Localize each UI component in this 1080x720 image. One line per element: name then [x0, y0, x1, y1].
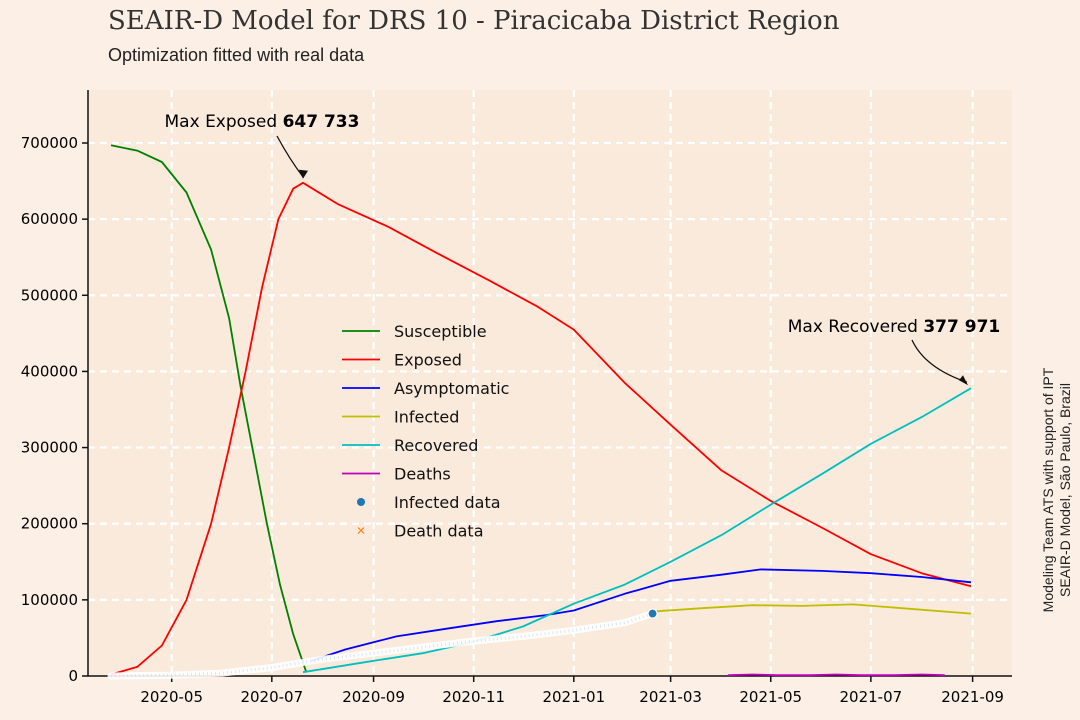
x-tick-label: 2021-07 — [840, 688, 903, 706]
x-tick-label: 2021-03 — [639, 688, 702, 706]
infected-data-point — [647, 608, 658, 619]
chart-title: SEAIR-D Model for DRS 10 - Piracicaba Di… — [108, 6, 840, 36]
annotation-max-exposed-arrowhead — [298, 169, 308, 179]
chart-marks — [107, 144, 972, 680]
y-tick-label: 0 — [68, 667, 78, 685]
grid — [88, 90, 1012, 676]
y-tick-label: 700000 — [21, 134, 78, 152]
legend-label-infected: Infected — [394, 408, 459, 427]
x-tick-label: 2020-11 — [442, 688, 505, 706]
credit-line-1: Modeling Team ATS with support of IPT — [1040, 367, 1056, 613]
chart-subtitle: Optimization fitted with real data — [108, 45, 365, 65]
annotation-max-exposed-label: Max Exposed — [165, 112, 283, 132]
legend-label-exposed: Exposed — [394, 351, 462, 370]
series-line-infected — [655, 603, 972, 615]
legend-label-asymptomatic: Asymptomatic — [394, 379, 509, 398]
x-tick-label: 2021-05 — [739, 688, 802, 706]
annotation-max-recovered-arrow — [911, 339, 968, 383]
y-tick-label: 500000 — [21, 286, 78, 304]
y-axis: 0 100000 200000 300000 400000 500000 600000 700… — [21, 90, 89, 685]
series-line-asymptomatic — [310, 568, 972, 662]
legend-label-recovered: Recovered — [394, 436, 478, 455]
annotation-max-recovered-value: 377 971 — [923, 317, 1000, 337]
legend-label-death-data: Death data — [394, 522, 484, 541]
y-tick-label: 100000 — [21, 591, 78, 609]
annotation-max-exposed-arrow — [276, 135, 304, 178]
y-tick-label: 300000 — [21, 439, 78, 457]
y-tick-label: 400000 — [21, 362, 78, 380]
x-tick-label: 2021-09 — [941, 688, 1004, 706]
series-line-recovered — [302, 387, 972, 674]
legend-swatch-death-data — [357, 527, 365, 534]
credit-text: Modeling Team ATS with support of IPT SE… — [1040, 330, 1074, 650]
legend-label-deaths: Deaths — [394, 465, 451, 484]
x-tick-label: 2021-01 — [542, 688, 605, 706]
x-tick-label: 2020-09 — [342, 688, 405, 706]
legend-label-susceptible: Susceptible — [394, 322, 487, 341]
annotation-max-recovered-arrowhead — [958, 375, 968, 386]
infected-data-dots — [110, 612, 654, 678]
series-line-exposed — [110, 181, 972, 676]
legend-label-infected-data: Infected data — [394, 493, 501, 512]
y-tick-label: 200000 — [21, 515, 78, 533]
legend-swatch-infected-data — [357, 498, 365, 506]
annotation-max-exposed: Max Exposed 647 733 — [165, 112, 360, 132]
plot-area — [88, 90, 1012, 676]
legend-swatch-stroke — [357, 527, 365, 534]
annotations: Max Exposed 647 733 Max Recovered 377 971 — [165, 112, 1000, 386]
legend: Susceptible Exposed Asymptomatic Infected Re… — [342, 322, 509, 541]
annotation-max-recovered-label: Max Recovered — [788, 317, 924, 337]
y-tick-label: 600000 — [21, 210, 78, 228]
x-axis: 2020-05 2020-07 2020-09 2020-11 2021-01 2021-… — [88, 675, 1012, 706]
annotation-max-exposed-value: 647 733 — [283, 112, 360, 132]
credit-line-2: SEAIR-D Model, São Paulo, Brazil — [1057, 383, 1073, 597]
annotation-max-recovered: Max Recovered 377 971 — [788, 317, 1000, 337]
series-line-susceptible — [110, 144, 308, 673]
x-tick-label: 2020-05 — [140, 688, 203, 706]
series-line-deaths — [728, 673, 945, 677]
x-tick-label: 2020-07 — [240, 688, 303, 706]
